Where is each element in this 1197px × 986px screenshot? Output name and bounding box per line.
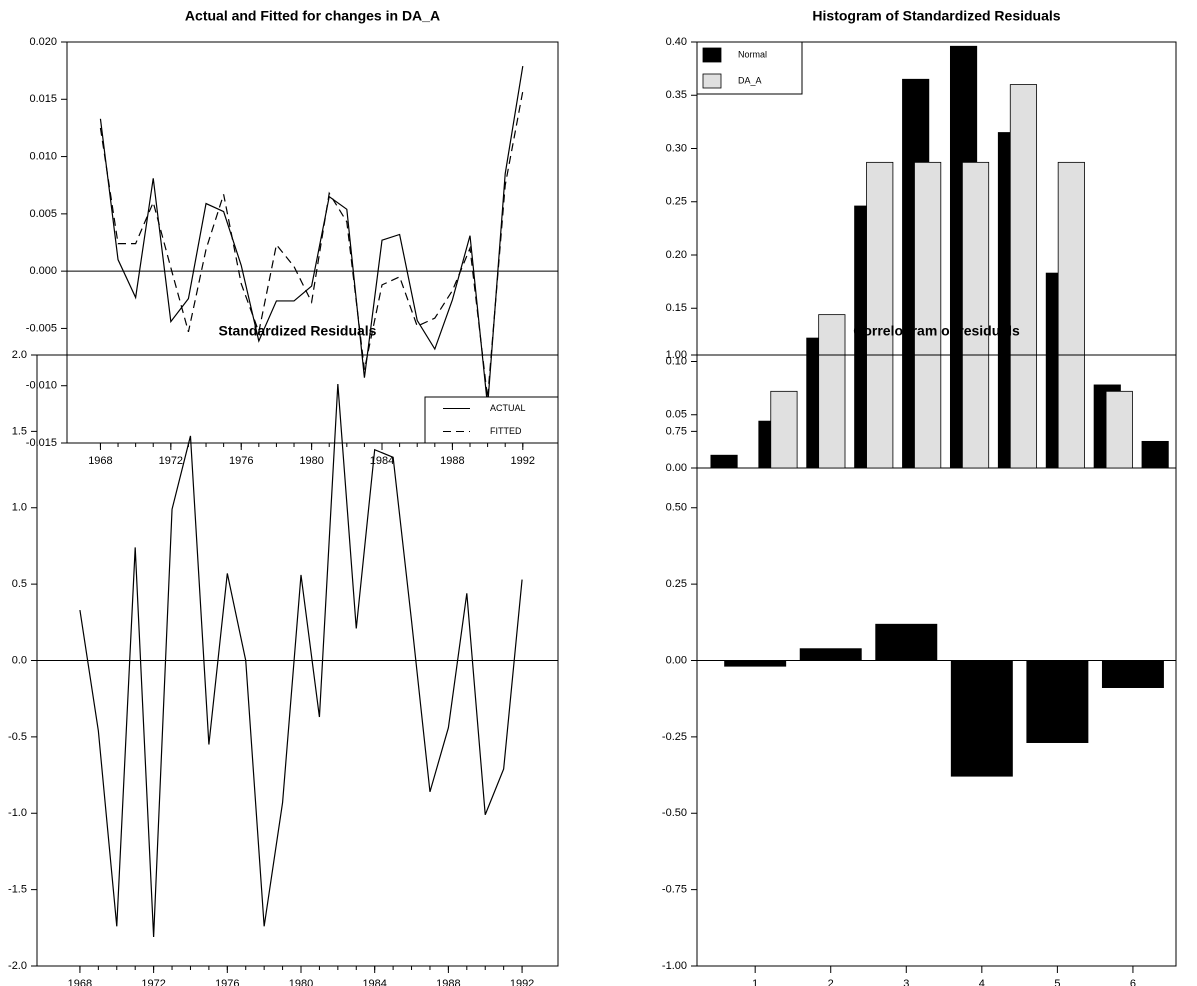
x-tick-label: 1976 [215, 978, 239, 986]
legend-swatch [702, 47, 722, 63]
y-tick-label: -0.010 [26, 380, 57, 392]
x-tick-label: 1980 [299, 455, 323, 467]
y-tick-label: 0.005 [29, 208, 57, 220]
y-tick-label: 0.000 [29, 265, 57, 277]
x-tick-label: 6 [1130, 978, 1136, 986]
bar [875, 623, 938, 661]
x-tick-label: 1988 [436, 978, 460, 986]
x-tick-label: 4 [979, 978, 985, 986]
y-tick-label: 0.10 [666, 355, 687, 367]
bar [1026, 660, 1089, 743]
y-tick-label: -1.0 [8, 807, 27, 819]
y-tick-label: 1.00 [666, 349, 687, 361]
histogram-bar [866, 161, 894, 469]
x-tick-label: 1980 [289, 978, 313, 986]
y-tick-label: -0.015 [26, 437, 57, 449]
y-tick-label: 0.00 [666, 462, 687, 474]
y-tick-label: 0.20 [666, 249, 687, 261]
y-tick-label: 0.75 [666, 425, 687, 437]
y-tick-label: 1.5 [12, 425, 27, 437]
data-line [99, 65, 524, 407]
histogram-bar [961, 161, 990, 469]
chart-title: Standardized Residuals [219, 323, 377, 339]
histogram-bar [818, 314, 846, 469]
x-tick-label: 1972 [141, 978, 165, 986]
y-tick-label: -1.00 [662, 960, 687, 972]
bar [799, 648, 862, 661]
x-tick-label: 1984 [362, 978, 386, 986]
y-tick-label: 0.00 [666, 654, 687, 666]
x-tick-label: 1972 [159, 455, 183, 467]
y-tick-label: 0.020 [29, 36, 57, 48]
legend-label: Normal [738, 49, 767, 59]
y-tick-label: 0.05 [666, 409, 687, 421]
bar [1101, 660, 1164, 688]
y-tick-label: 0.35 [666, 89, 687, 101]
x-tick-label: 1992 [511, 455, 535, 467]
x-tick-label: 1968 [88, 455, 112, 467]
histogram-bar [1105, 390, 1133, 469]
x-tick-label: 3 [903, 978, 909, 986]
histogram-bar [1009, 84, 1038, 469]
y-tick-label: 0.40 [666, 36, 687, 48]
y-tick-label: -0.005 [26, 322, 57, 334]
x-tick-label: 1992 [510, 978, 534, 986]
legend-label: ACTUAL [490, 403, 526, 413]
data-line [99, 91, 524, 399]
legend-swatch [702, 73, 722, 89]
y-tick-label: 0.50 [666, 502, 687, 514]
bar [950, 660, 1013, 777]
x-tick-label: 1976 [229, 455, 253, 467]
histogram-bar [710, 454, 738, 469]
x-tick-label: 1988 [440, 455, 464, 467]
y-tick-label: -1.5 [8, 884, 27, 896]
legend-box [424, 396, 559, 444]
y-tick-label: 0.25 [666, 578, 687, 590]
bar [724, 660, 787, 667]
x-tick-label: 1984 [370, 455, 394, 467]
y-tick-label: 0.15 [666, 302, 687, 314]
y-tick-label: -0.5 [8, 731, 27, 743]
plot-frame [66, 41, 559, 444]
chart-title: Histogram of Standardized Residuals [812, 8, 1060, 24]
y-tick-label: 0.0 [12, 654, 27, 666]
y-tick-label: 1.0 [12, 502, 27, 514]
x-tick-label: 1 [752, 978, 758, 986]
histogram-bar [914, 161, 942, 469]
histogram-bar [1141, 440, 1169, 469]
chart-title: Actual and Fitted for changes in DA_A [185, 8, 440, 24]
y-tick-label: 0.010 [29, 150, 57, 162]
y-tick-label: -2.0 [8, 960, 27, 972]
y-tick-label: 0.30 [666, 142, 687, 154]
x-tick-label: 5 [1054, 978, 1060, 986]
y-tick-label: 0.5 [12, 578, 27, 590]
y-tick-label: 0.25 [666, 196, 687, 208]
y-tick-label: 2.0 [12, 349, 27, 361]
x-tick-label: 1968 [68, 978, 92, 986]
y-tick-label: -0.50 [662, 807, 687, 819]
y-tick-label: 0.015 [29, 93, 57, 105]
y-tick-label: -0.75 [662, 884, 687, 896]
chart-title: Correlogram of residuals [853, 323, 1020, 339]
y-tick-label: -0.25 [662, 731, 687, 743]
x-tick-label: 2 [828, 978, 834, 986]
histogram-bar [1057, 161, 1085, 469]
data-line [79, 383, 523, 938]
histogram-bar [770, 390, 798, 469]
legend-label: DA_A [738, 75, 762, 85]
legend-label: FITTED [490, 426, 522, 436]
